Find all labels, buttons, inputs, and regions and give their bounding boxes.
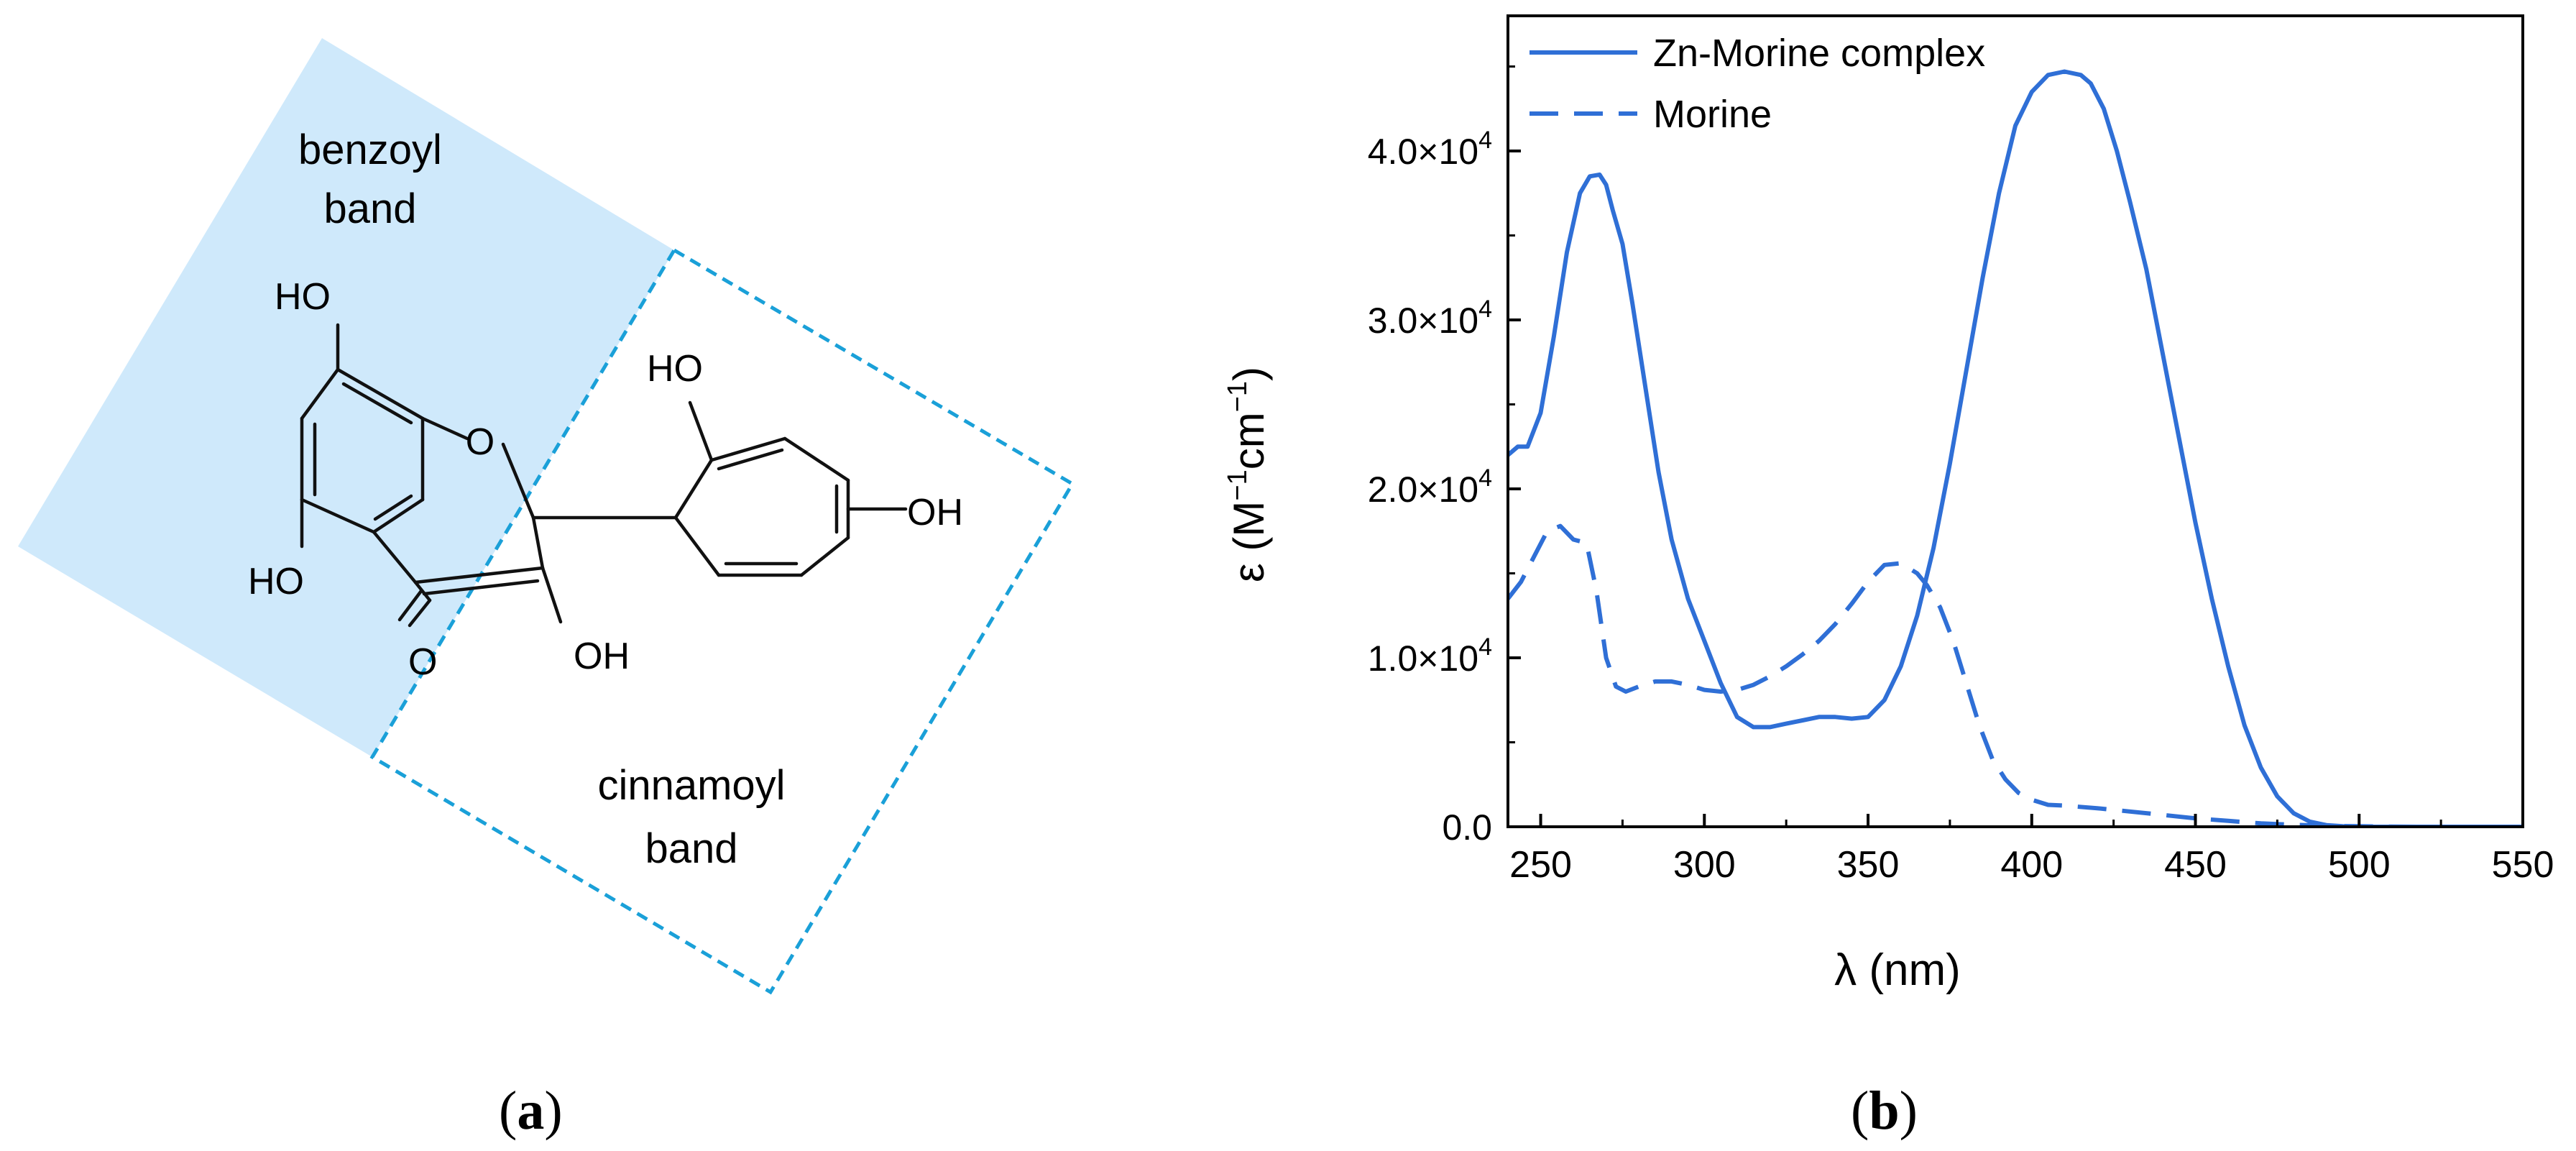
x-tick-label: 500 bbox=[2328, 844, 2391, 886]
x-tick-label: 450 bbox=[2164, 844, 2227, 886]
y-tick-label: 4.0×104 bbox=[1368, 127, 1492, 172]
benzoyl-band-region bbox=[18, 38, 674, 757]
series-lines bbox=[1508, 69, 2523, 827]
panel-a-caption-open: ( bbox=[499, 1081, 518, 1141]
benzoyl-band-label-line2: band bbox=[323, 185, 416, 232]
y-tick-label: 3.0×104 bbox=[1368, 295, 1492, 341]
benzoyl-band-label-line1: benzoyl bbox=[298, 127, 442, 173]
panel-b-caption-open: ( bbox=[1851, 1081, 1869, 1141]
series-line-zn-morine-complex bbox=[1508, 69, 2523, 827]
y-axis-ticks: 0.0 1.0×104 2.0×104 3.0×104 4.0×104 bbox=[1368, 65, 1521, 848]
x-tick-label: 300 bbox=[1673, 844, 1736, 886]
x-axis-label: λ (nm) bbox=[1834, 945, 1961, 995]
x-tick-label: 550 bbox=[2492, 844, 2554, 886]
panel-a-structure: benzoyl band cinnamoyl band bbox=[18, 38, 1075, 995]
x-axis-ticks: 250 300 350 400 450 500 550 bbox=[1509, 814, 2554, 886]
y-tick-label: 1.0×104 bbox=[1368, 633, 1492, 679]
uv-vis-spectrum-chart: 250 300 350 400 450 500 550 0.0 1.0×104 2.0×104 3… bbox=[1223, 14, 2554, 995]
panel-a-caption: (a) bbox=[499, 1080, 563, 1142]
molecule-skeleton bbox=[300, 323, 908, 628]
x-tick-label: 400 bbox=[2000, 844, 2063, 886]
plot-frame bbox=[1506, 14, 2524, 828]
cinnamoyl-band-label-line1: cinnamoyl bbox=[597, 762, 785, 809]
x-tick-label: 350 bbox=[1837, 844, 1900, 886]
panel-a-caption-letter: a bbox=[517, 1081, 545, 1141]
y-tick-label: 0.0 bbox=[1442, 807, 1492, 848]
atom-oh-3: OH bbox=[574, 636, 630, 677]
x-tick-label: 250 bbox=[1509, 844, 1572, 886]
y-tick-label: 2.0×104 bbox=[1368, 464, 1492, 510]
panel-b-caption: (b) bbox=[1851, 1080, 1918, 1142]
legend-label-morine: Morine bbox=[1653, 93, 1772, 136]
chart-legend: Zn-Morine complex Morine bbox=[1530, 32, 1985, 136]
panel-a-caption-close: ) bbox=[544, 1081, 563, 1141]
atom-o-ring: O bbox=[466, 421, 494, 463]
cinnamoyl-band-label-line2: band bbox=[645, 825, 737, 872]
legend-label-zn-morine: Zn-Morine complex bbox=[1653, 32, 1985, 75]
atom-ho-left: HO bbox=[248, 561, 304, 602]
panel-b-caption-letter: b bbox=[1869, 1081, 1900, 1141]
atom-ho-2prime: HO bbox=[647, 348, 703, 390]
atom-o-carbonyl: O bbox=[408, 641, 437, 683]
atom-oh-4prime: OH bbox=[907, 492, 963, 533]
panel-b-caption-close: ) bbox=[1899, 1081, 1918, 1141]
atom-ho-top: HO bbox=[275, 276, 331, 318]
y-axis-label: ε (M−1cm−1) bbox=[1223, 367, 1273, 582]
series-line-morine bbox=[1508, 523, 2523, 827]
